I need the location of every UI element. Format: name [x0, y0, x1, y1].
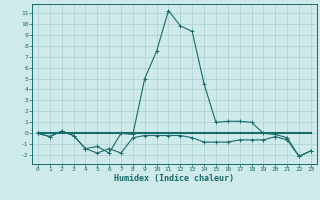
X-axis label: Humidex (Indice chaleur): Humidex (Indice chaleur): [115, 174, 234, 183]
